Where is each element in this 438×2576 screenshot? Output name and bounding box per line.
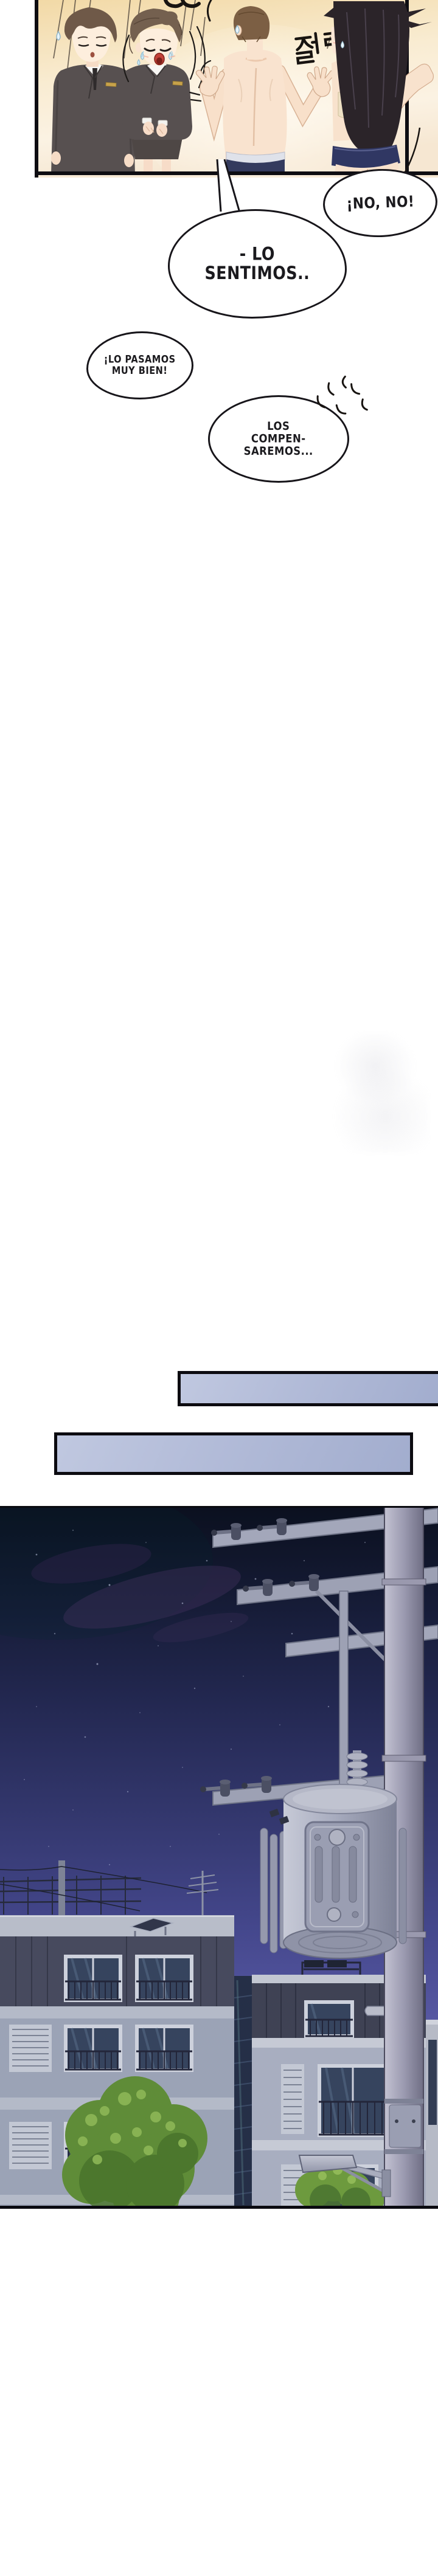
character-suit-man [51, 7, 135, 174]
lamp-head [298, 2155, 358, 2174]
speed-lines [53, 0, 331, 75]
hair-bun [159, 11, 178, 26]
transformer-bushing [346, 1750, 368, 1793]
bubble-line: MUY BIEN! [112, 364, 168, 377]
comic-panel: 절레 [35, 0, 438, 178]
bubble-line: COMPEN- [251, 432, 306, 446]
insulators [200, 1518, 319, 1797]
roof-utility-pole [58, 1860, 65, 1915]
sweat-drop [341, 41, 344, 49]
transition-bar-1 [178, 1371, 438, 1406]
bubble-line: - LO [239, 244, 276, 264]
diagonal-brace [315, 1589, 391, 1666]
panel-border-bottom [35, 171, 438, 175]
speech-bubble-lo-sentimos: - LO SENTIMOS.. [168, 209, 347, 319]
siding-seams [15, 1936, 217, 2006]
speech-bubble-pasamos: ¡LO PASAMOS MUY BIEN! [86, 331, 193, 399]
name-badge [172, 81, 183, 86]
bubble-line: SAREMOS... [243, 444, 314, 458]
conduit-arm [364, 2006, 388, 2016]
crossarm-1 [212, 1507, 438, 1549]
utility-pole-assembly [200, 1506, 438, 2207]
city-night-scene [0, 1506, 438, 2209]
character-shirtless-man [195, 6, 335, 174]
power-lines [0, 1866, 207, 1911]
bubble-line: ¡LO PASAMOS [104, 353, 176, 366]
hanger-strap [339, 1590, 349, 1792]
nebula-clouds [31, 1544, 249, 1643]
glazed-stair-column [234, 1976, 252, 2209]
character-suit-woman [122, 9, 192, 175]
character-longhair-woman [324, 1, 434, 175]
closed-eyes [78, 44, 107, 47]
scene-border-bottom [0, 2206, 438, 2209]
long-black-hair [333, 1, 409, 153]
sfx-jeolle-text: 절레 [295, 36, 335, 61]
rooftop-railing [0, 1876, 142, 1915]
bubble-tail [216, 159, 240, 212]
sfx-top-partial [164, 0, 212, 22]
faint-ghost-artifact [332, 1032, 429, 1153]
tv-antenna-icon [186, 1871, 219, 1915]
street-lamp [298, 2155, 391, 2197]
transition-bar-2 [54, 1432, 413, 1475]
speech-bubble-compensaremos: LOS COMPEN- SAREMOS... [208, 395, 349, 483]
solar-panels [129, 1918, 175, 1936]
panel-border-left [35, 0, 38, 178]
sweat-drop [56, 30, 61, 41]
transformer [260, 1784, 407, 1959]
speech-bubble-no-no: ¡NO, NO! [322, 167, 438, 240]
crying-eyes [144, 47, 172, 52]
raised-hand-left [195, 66, 225, 97]
bubble-line: LOS [267, 420, 290, 433]
scene-border-top [0, 1506, 438, 1508]
fluster-marks-icon [316, 375, 368, 415]
pole-junction-box [389, 2104, 422, 2148]
trembling-arcs [122, 26, 212, 102]
big-tree [62, 2076, 207, 2209]
bubble-line: SENTIMOS.. [204, 263, 310, 284]
bubble-text: ¡NO, NO! [346, 193, 415, 213]
tears [137, 51, 173, 66]
sweat-drop [235, 24, 240, 34]
name-badge [105, 82, 117, 88]
